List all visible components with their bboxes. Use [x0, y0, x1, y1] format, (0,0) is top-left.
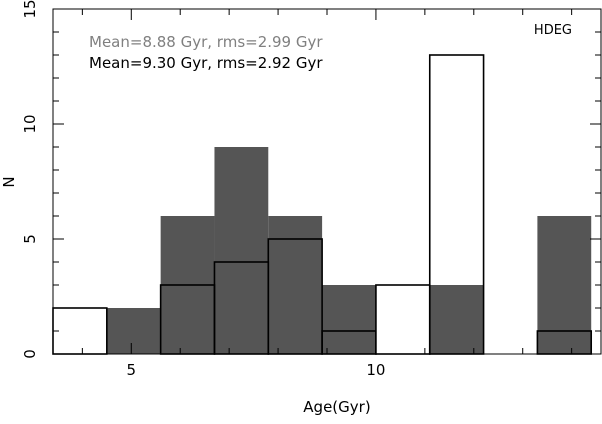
ticks-layer	[53, 8, 601, 355]
plot-frame	[52, 8, 602, 355]
x-axis-label: Age(Gyr)	[303, 398, 370, 416]
y-tick-label: 0	[21, 349, 39, 359]
y-tick-label: 10	[21, 114, 39, 133]
bar-series-1	[214, 147, 269, 354]
y-tick-label: 5	[21, 234, 39, 244]
x-tick-label: 10	[366, 361, 385, 379]
y-axis-label: N	[0, 176, 18, 187]
bar-series-1	[429, 285, 484, 354]
labels-layer: 5 10 0 5 10 15	[21, 0, 385, 379]
panel-label: HDEG	[534, 23, 572, 38]
bar-series-1	[322, 285, 376, 354]
legend-entry-series-1: Mean=8.88 Gyr, rms=2.99 Gyr	[89, 33, 323, 51]
bars-layer	[52, 54, 593, 355]
bar-series-1	[106, 308, 161, 354]
legend-entry-series-2: Mean=9.30 Gyr, rms=2.92 Gyr	[89, 54, 323, 72]
bar-series-2	[52, 307, 108, 355]
bar-series-1	[537, 216, 592, 354]
bar-series-2	[375, 284, 431, 355]
y-tick-label: 15	[21, 0, 39, 19]
bar-series-1	[268, 216, 323, 354]
x-tick-label: 5	[127, 361, 137, 379]
